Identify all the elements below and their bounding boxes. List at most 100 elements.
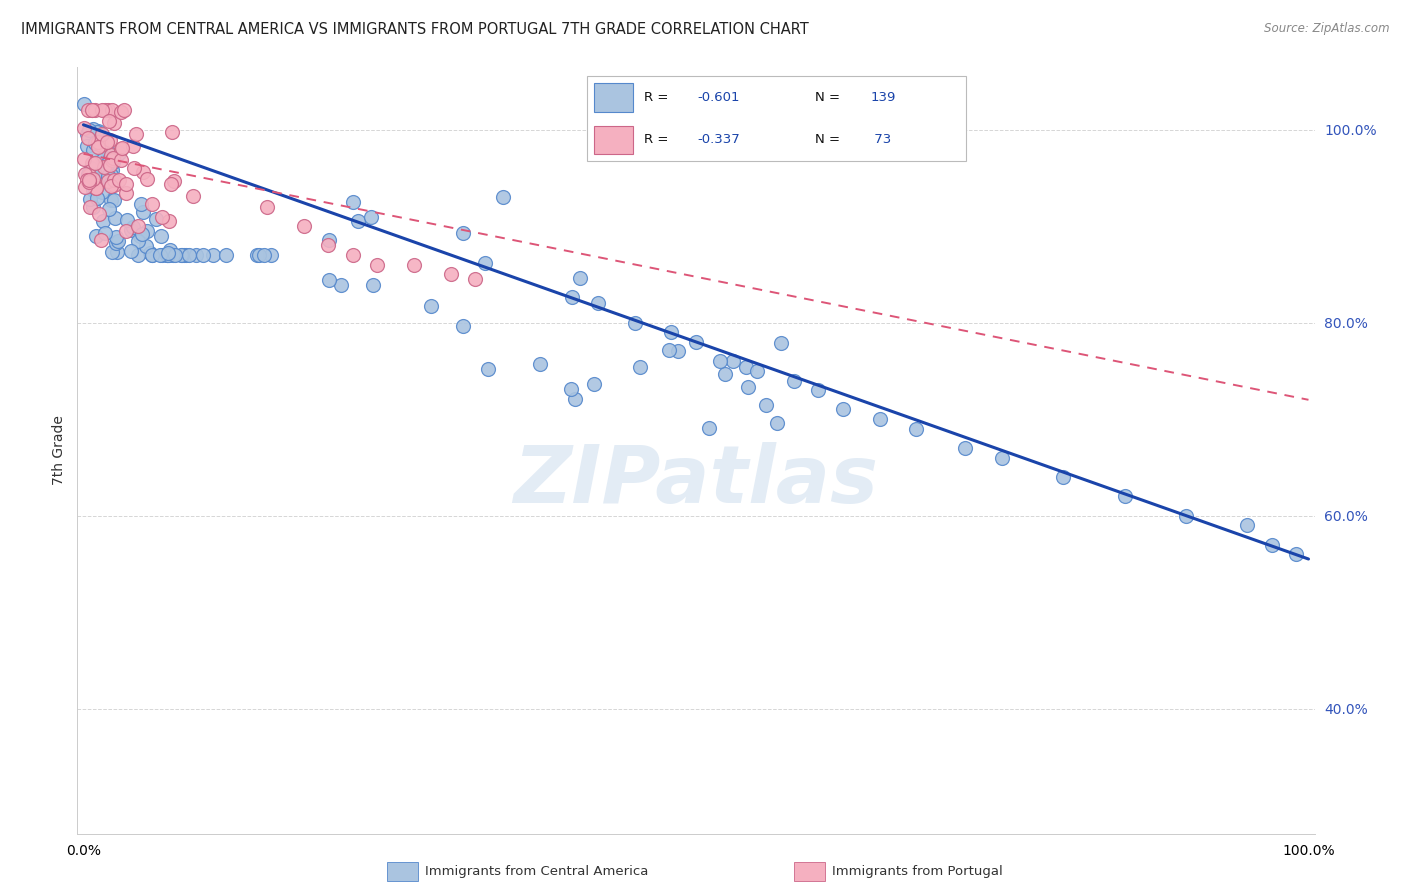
Point — [159, 177, 181, 191]
Point — [131, 227, 153, 242]
Point — [107, 172, 129, 186]
Point — [107, 234, 129, 248]
Point — [714, 368, 737, 382]
Point — [87, 140, 110, 154]
Point — [159, 243, 181, 257]
Point — [191, 248, 214, 262]
Point — [120, 223, 142, 237]
Point — [97, 156, 120, 170]
Point — [181, 189, 204, 203]
Point — [149, 228, 172, 243]
Point — [737, 380, 759, 394]
Point — [769, 335, 792, 350]
Point — [90, 137, 112, 152]
Point — [80, 103, 103, 118]
Point — [661, 325, 683, 339]
Y-axis label: 7th Grade: 7th Grade — [52, 416, 66, 485]
Point — [361, 277, 384, 292]
Point — [82, 122, 104, 136]
Point — [105, 244, 128, 259]
Point — [561, 290, 583, 304]
Point — [132, 204, 155, 219]
Point — [96, 135, 118, 149]
Point — [318, 272, 340, 286]
Point — [103, 193, 125, 207]
Point — [98, 146, 121, 161]
Point — [127, 234, 149, 248]
Point — [141, 248, 163, 262]
Point — [84, 180, 107, 194]
Point — [77, 123, 100, 137]
Text: IMMIGRANTS FROM CENTRAL AMERICA VS IMMIGRANTS FROM PORTUGAL 7TH GRADE CORRELATIO: IMMIGRANTS FROM CENTRAL AMERICA VS IMMIG… — [21, 22, 808, 37]
Text: Immigrants from Portugal: Immigrants from Portugal — [832, 865, 1002, 878]
Point — [318, 233, 340, 247]
Point — [623, 316, 645, 330]
Point — [755, 398, 778, 412]
Point — [114, 177, 136, 191]
Point — [73, 153, 96, 167]
Text: ZIPatlas: ZIPatlas — [513, 442, 879, 520]
Point — [90, 233, 112, 247]
Point — [104, 211, 127, 225]
Point — [451, 319, 474, 334]
Point — [685, 334, 707, 349]
Point — [75, 179, 97, 194]
Point — [98, 154, 121, 169]
Point — [103, 116, 125, 130]
Point — [150, 211, 173, 225]
Point — [110, 104, 132, 119]
Point — [477, 361, 499, 376]
Point — [91, 172, 114, 186]
Point — [440, 268, 463, 282]
Point — [747, 364, 769, 378]
Point — [668, 344, 690, 359]
Point — [658, 343, 681, 357]
Point — [869, 412, 891, 426]
Point — [366, 258, 388, 272]
Point — [141, 248, 163, 262]
Point — [91, 128, 114, 142]
Point — [162, 248, 184, 262]
Point — [247, 248, 270, 262]
Point — [97, 169, 120, 183]
Point — [139, 246, 162, 260]
Point — [83, 181, 105, 195]
Point — [474, 256, 496, 270]
Point — [127, 248, 149, 262]
Point — [97, 103, 120, 118]
Point — [79, 175, 101, 189]
Point — [1114, 489, 1136, 503]
Point — [173, 248, 195, 262]
Point — [529, 357, 551, 371]
Point — [76, 139, 98, 153]
Point — [114, 224, 136, 238]
Point — [404, 258, 426, 272]
Point — [91, 186, 114, 200]
Point — [115, 186, 138, 201]
Point — [77, 103, 100, 118]
Point — [157, 248, 180, 262]
Point — [560, 382, 582, 396]
Point — [89, 176, 111, 190]
Point — [342, 248, 364, 262]
Point — [121, 219, 143, 234]
Point — [84, 228, 107, 243]
Point — [86, 191, 108, 205]
Point — [162, 125, 184, 139]
Point — [84, 136, 107, 151]
Point — [82, 162, 104, 177]
Point — [87, 135, 110, 149]
Point — [582, 376, 605, 391]
Point — [135, 239, 157, 253]
Point — [155, 248, 177, 262]
Point — [86, 125, 108, 139]
Point — [84, 178, 107, 192]
Point — [260, 248, 283, 262]
Point — [108, 145, 131, 160]
Point — [215, 248, 238, 262]
Point — [93, 175, 115, 189]
Point — [77, 168, 100, 182]
Point — [112, 103, 135, 118]
Point — [97, 114, 120, 128]
Point — [98, 133, 121, 147]
